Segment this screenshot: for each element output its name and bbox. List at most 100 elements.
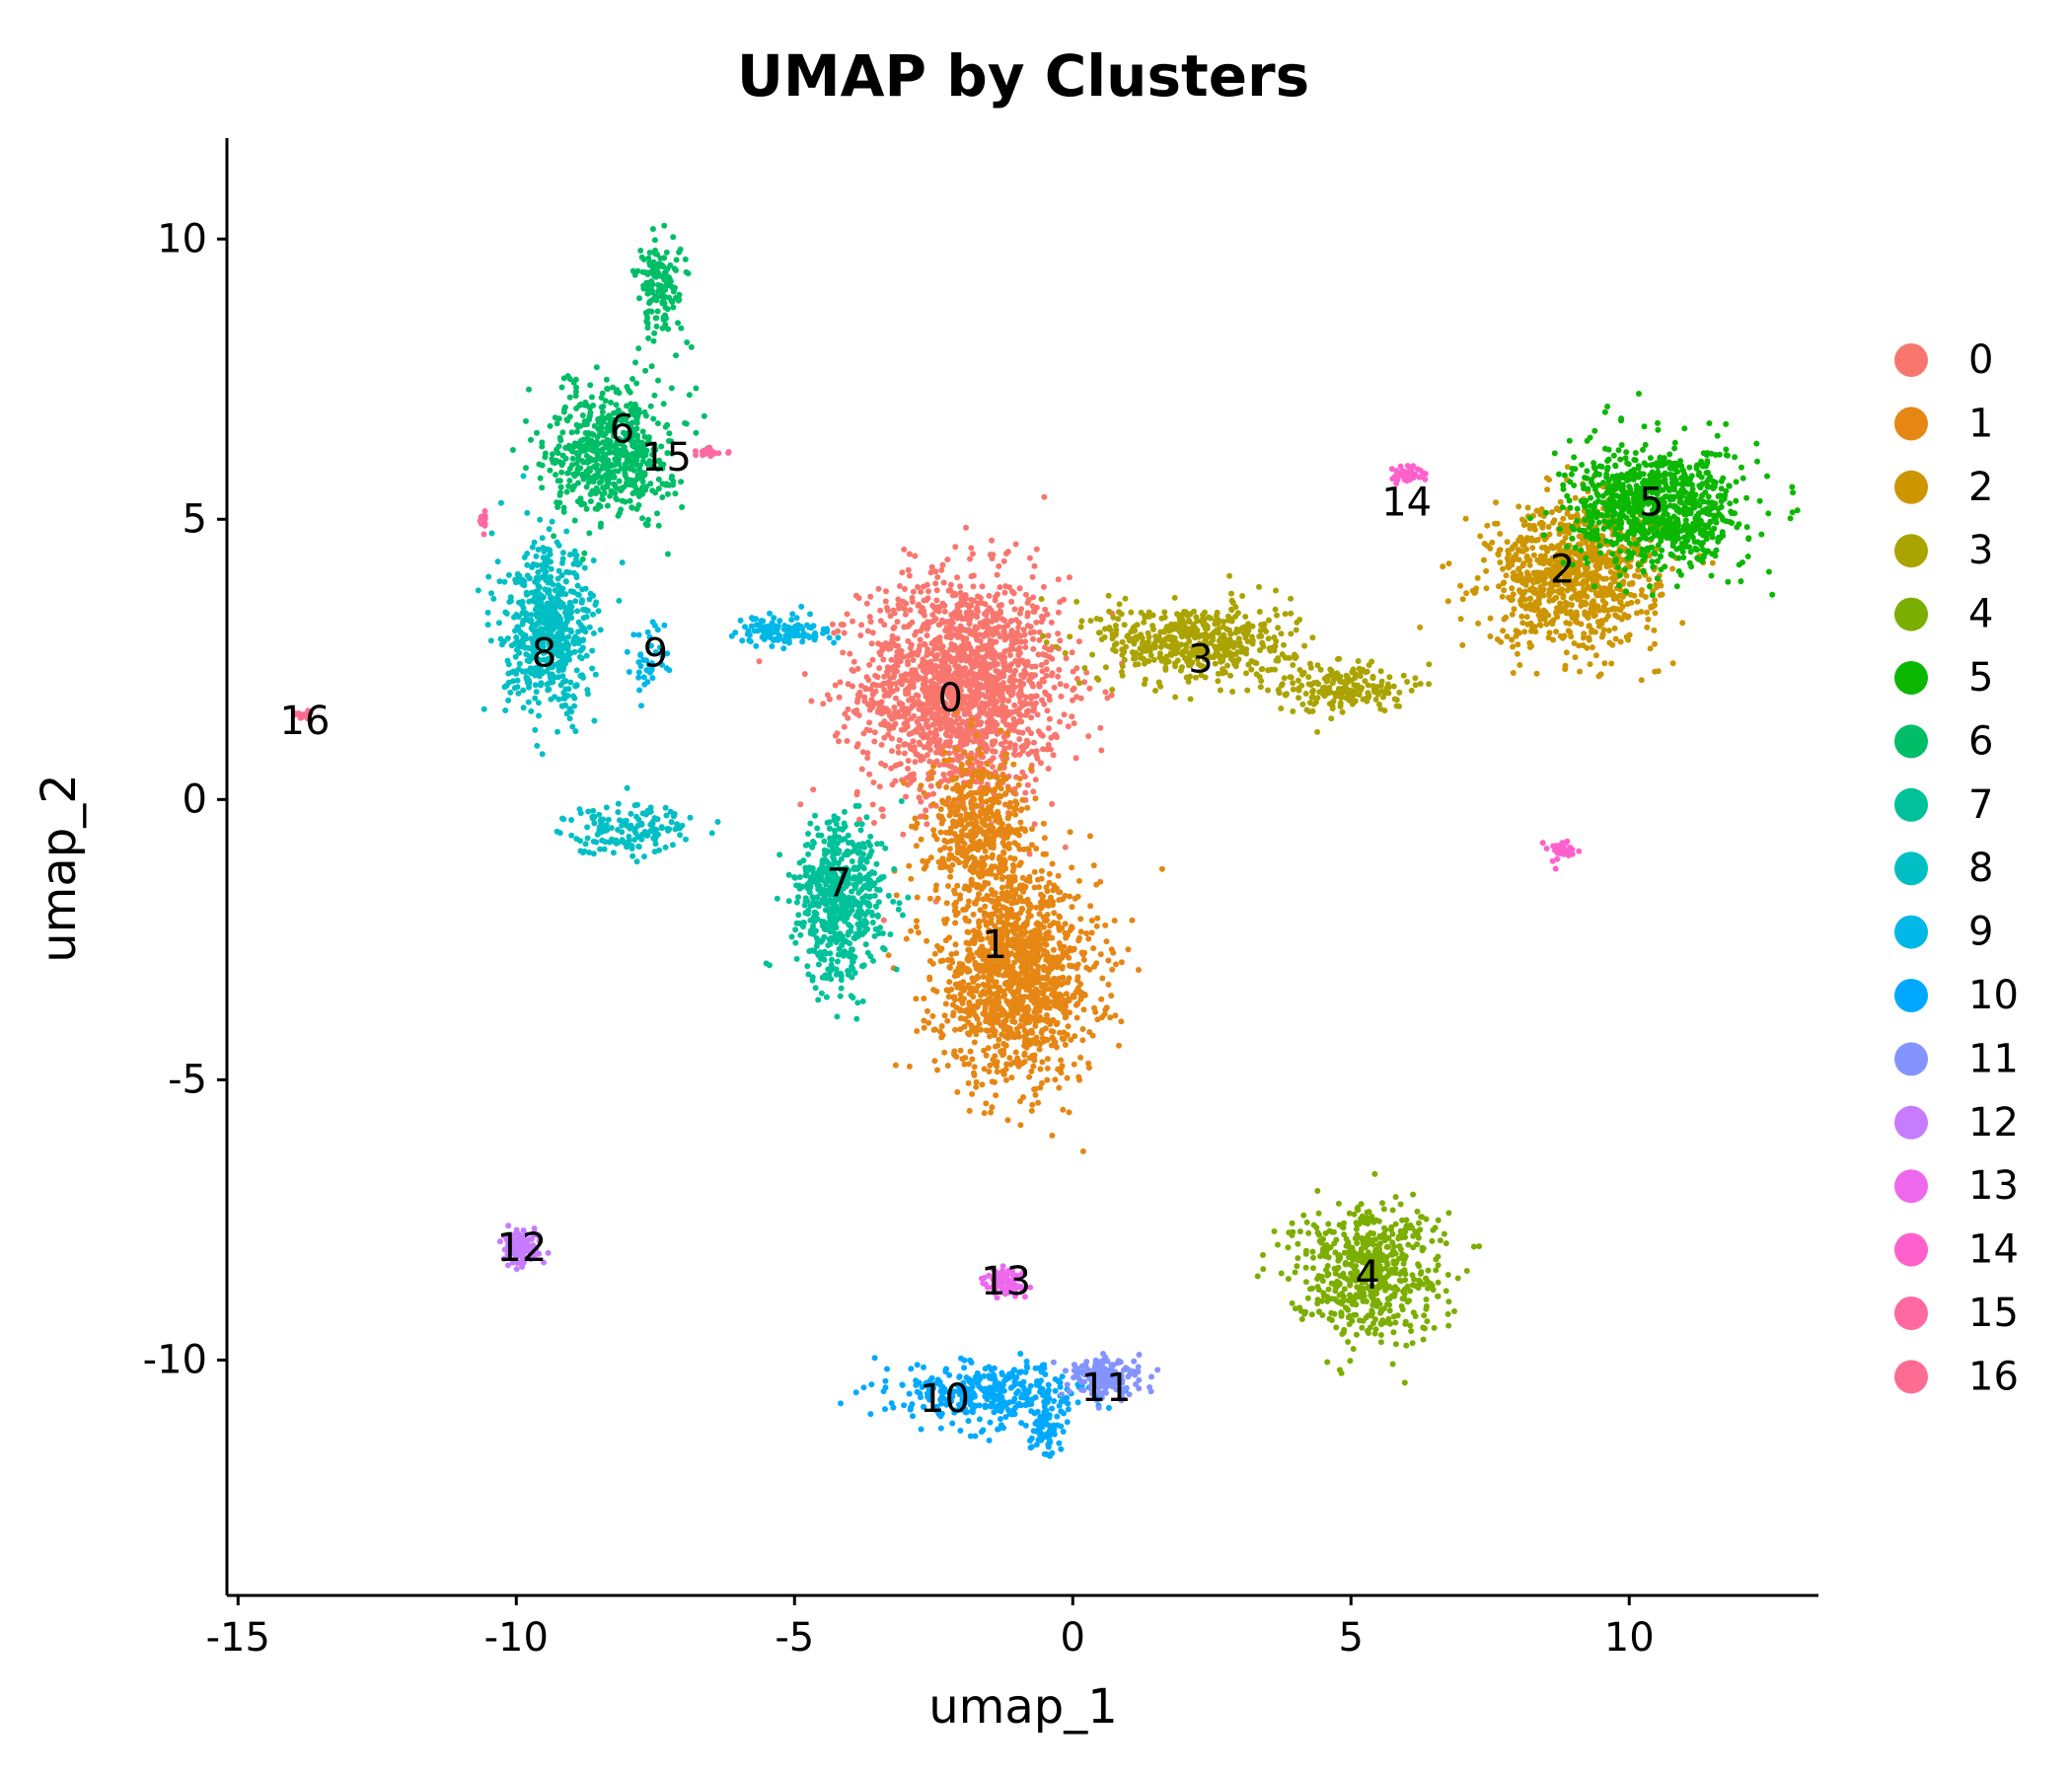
data-point [1067, 893, 1073, 900]
data-point [1229, 689, 1236, 695]
data-point [989, 764, 996, 771]
data-point [942, 777, 948, 782]
data-point [841, 629, 848, 636]
data-point [1537, 572, 1544, 579]
data-point [986, 774, 993, 780]
data-point [914, 918, 920, 925]
data-point [997, 765, 1003, 772]
data-point [961, 1061, 968, 1068]
data-point [903, 793, 909, 800]
data-point [1086, 833, 1093, 840]
data-point [1524, 621, 1531, 628]
data-point [1001, 636, 1008, 643]
data-point [970, 597, 977, 604]
data-point [969, 663, 976, 670]
data-point [938, 820, 945, 827]
data-point [1594, 619, 1601, 626]
data-point [931, 1058, 938, 1065]
data-point [870, 681, 877, 688]
data-point [1165, 633, 1172, 640]
data-point [1179, 664, 1185, 671]
data-point [971, 769, 978, 776]
data-point [1037, 731, 1044, 738]
data-point [896, 658, 902, 665]
data-point [1002, 776, 1009, 782]
data-point [1063, 991, 1070, 998]
data-point [1038, 662, 1045, 668]
data-point [824, 692, 831, 699]
data-point [956, 648, 962, 654]
data-point [1592, 652, 1599, 659]
data-point [934, 1067, 940, 1073]
data-point [932, 887, 939, 893]
data-point [1079, 1026, 1086, 1032]
data-point [1248, 666, 1255, 673]
data-point [1217, 687, 1223, 694]
data-point [1065, 723, 1072, 730]
data-point [1031, 884, 1038, 891]
data-point [1019, 796, 1026, 803]
data-point [1093, 675, 1100, 682]
data-point [1577, 668, 1583, 675]
data-point [854, 665, 861, 672]
data-point [1040, 893, 1047, 900]
data-point [1075, 877, 1082, 884]
data-point [912, 673, 919, 680]
data-point [1294, 619, 1300, 626]
data-point [1049, 800, 1056, 807]
data-point [885, 607, 891, 614]
data-point [959, 838, 965, 845]
data-point [1073, 1014, 1080, 1021]
data-point [987, 714, 994, 721]
data-point [1550, 519, 1556, 526]
data-point [1513, 632, 1519, 639]
data-point [958, 819, 964, 826]
data-point [1057, 681, 1064, 688]
data-point [1074, 893, 1081, 900]
data-point [913, 751, 920, 758]
data-point [1051, 882, 1058, 889]
data-point [1001, 891, 1007, 898]
data-point [1617, 599, 1624, 606]
data-point [1022, 662, 1029, 669]
data-point [842, 710, 849, 717]
data-point [1232, 651, 1239, 658]
data-point [986, 999, 993, 1006]
data-point [1069, 864, 1075, 871]
data-point [1504, 539, 1511, 546]
data-point [960, 636, 967, 643]
data-point [971, 1026, 978, 1033]
data-point [909, 695, 916, 702]
data-point [957, 1047, 964, 1054]
data-point [880, 704, 887, 711]
data-point [1560, 594, 1567, 601]
data-point [864, 755, 871, 762]
data-point [965, 821, 972, 828]
data-point [924, 821, 930, 828]
data-point [1033, 904, 1040, 911]
data-point [1617, 638, 1624, 645]
data-point [1258, 632, 1265, 639]
data-point [990, 552, 997, 558]
data-point [1046, 693, 1053, 700]
data-point [978, 871, 985, 878]
data-point [963, 811, 970, 818]
data-point [1009, 913, 1016, 920]
data-point [845, 714, 851, 721]
data-point [1141, 619, 1147, 626]
data-point [1612, 612, 1619, 619]
data-point [1001, 791, 1008, 798]
data-point [1076, 1076, 1083, 1083]
data-point [1536, 559, 1543, 566]
data-point [1550, 597, 1556, 604]
data-point [1256, 583, 1262, 590]
data-point [1050, 1016, 1057, 1023]
data-point [1242, 629, 1248, 635]
data-point [1058, 693, 1065, 700]
data-point [1215, 620, 1221, 627]
data-point [973, 613, 980, 620]
data-point [996, 711, 1002, 717]
data-point [1041, 493, 1048, 500]
data-point [936, 762, 943, 769]
data-point [1517, 662, 1523, 668]
